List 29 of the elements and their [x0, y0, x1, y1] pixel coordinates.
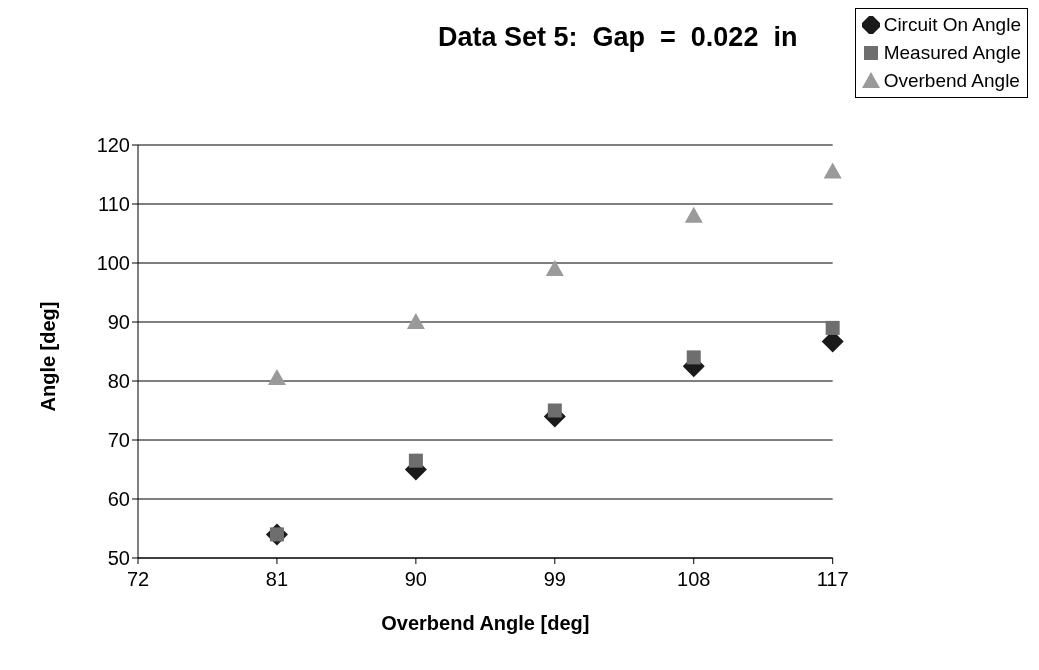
y-tick-label: 100 [96, 252, 130, 275]
legend-label: Overbend Angle [883, 69, 1020, 93]
point [408, 453, 423, 468]
point [545, 259, 564, 276]
y-axis-title: Angle [deg] [37, 301, 60, 412]
x-tick-label: 90 [404, 568, 427, 591]
point [547, 403, 562, 418]
x-tick-label: 99 [543, 568, 566, 591]
point [825, 320, 840, 335]
y-tick-label: 60 [107, 488, 130, 511]
y-tick-label: 90 [107, 311, 130, 334]
chart-title: Data Set 5: Gap = 0.022 in [438, 22, 798, 53]
y-tick-label: 120 [96, 134, 130, 157]
legend-label: Measured Angle [883, 41, 1021, 65]
x-tick-label: 108 [677, 568, 711, 591]
x-tick-label: 117 [816, 568, 849, 591]
point [267, 369, 286, 386]
x-tick-label: 81 [265, 568, 289, 591]
y-tick-label: 110 [98, 193, 130, 216]
point [406, 313, 425, 329]
y-tick-label: 50 [107, 547, 130, 570]
y-tick-label: 80 [107, 370, 130, 393]
x-tick-label: 72 [126, 568, 150, 591]
point [684, 206, 703, 223]
point [823, 162, 842, 179]
legend-label: Circuit On Angle [883, 13, 1021, 37]
x-axis-title: Overbend Angle [deg] [381, 612, 590, 634]
point [686, 350, 701, 365]
y-tick-label: 70 [107, 429, 130, 452]
